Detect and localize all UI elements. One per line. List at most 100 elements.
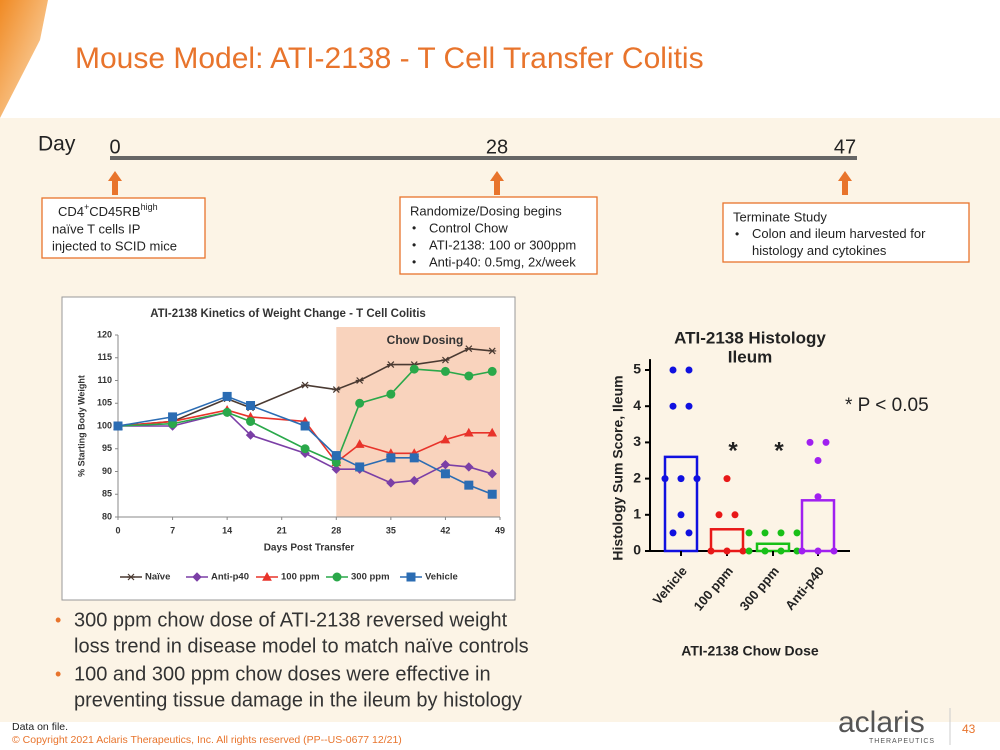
point [685,402,693,410]
marker [222,407,232,417]
marker [406,572,416,582]
series-line [117,409,493,464]
bullet-text: 300 ppm chow dose of ATI-2138 reversed w… [74,609,508,631]
day-label: 28 [486,136,508,158]
marker [113,421,123,431]
marker [440,434,451,444]
marker [332,386,341,394]
marker [463,427,474,437]
text-part: + [84,202,89,212]
text-part: CD4 [58,204,84,219]
point [669,402,677,410]
bullet-dot: • [55,664,61,684]
marker [300,421,310,431]
x-tick-label: 7 [170,525,175,535]
series-line [117,347,493,427]
shaded-label: Chow Dosing [387,333,464,347]
step-text: Anti-p40: 0.5mg, 2x/week [429,254,576,269]
significance: * [774,437,784,464]
text-part: histology and cytokines [752,243,887,258]
text-part: high [141,202,158,212]
legend-label: Vehicle [425,572,458,583]
marker [386,453,396,463]
note: * P < 0.05 [845,395,929,416]
marker [487,366,497,376]
x-tick-label: 21 [277,525,287,535]
page-number: 43 [962,722,976,736]
marker [409,453,419,463]
y-tick-label: 80 [102,511,112,521]
marker [488,347,497,355]
marker [262,571,272,581]
point [685,366,693,374]
marker [355,398,365,408]
marker [487,489,497,499]
marker [464,480,474,490]
marker [464,345,473,353]
y-tick-label: 90 [102,466,112,476]
point [739,547,747,555]
chart-title: Ileum [728,347,772,366]
bullet-dot: • [412,255,416,269]
day-label: 47 [834,136,856,158]
marker [222,391,232,401]
slide-title: Mouse Model: ATI-2138 - T Cell Transfer … [75,42,704,75]
x-tick-label: 28 [331,525,341,535]
marker [300,444,310,454]
marker [246,416,256,426]
y-tick-label: 100 [97,420,112,430]
x-axis-label: ATI-2138 Chow Dose [681,643,819,659]
point [777,529,785,537]
logo: aclaris [838,706,925,739]
point [707,547,715,555]
y-tick-label: 5 [633,361,641,377]
y-tick-label: 4 [633,397,641,413]
footer-note: Data on file. [12,721,68,733]
y-tick-label: 120 [97,329,112,339]
step-text: Terminate Study [733,209,827,224]
point [814,547,822,555]
bullet-text: 100 and 300 ppm chow doses were effectiv… [74,663,491,685]
point [731,511,739,519]
y-tick-label: 105 [97,398,112,408]
marker [409,475,419,486]
arrow [838,171,852,195]
marker [245,430,256,440]
x-axis-label: Days Post Transfer [264,543,355,554]
marker [192,572,202,582]
marker [386,361,395,368]
marker [354,439,365,448]
point [661,475,669,483]
step-box [399,196,598,275]
marker [301,381,310,389]
point [830,547,838,555]
x-tick-label: 14 [222,525,232,535]
step-text: injected to SCID mice [52,238,177,253]
step-text: naïve T cells IP [52,221,140,236]
y-tick-label: 85 [102,489,112,499]
point [806,438,814,446]
y-tick-label: 1 [633,506,641,522]
significance: * [728,437,738,464]
marker [127,573,135,581]
marker [440,469,450,479]
point [761,529,769,537]
bullet-dot: • [55,610,61,630]
step-text: CD4+CD45RBhigh [58,202,158,219]
step-text: Colon and ileum harvested for histology a… [752,226,926,258]
y-tick-label: 115 [97,352,112,362]
step-box [41,197,206,259]
y-tick-label: 110 [97,375,112,385]
x-tick-label: 35 [386,525,396,535]
marker [168,412,178,422]
marker [441,356,450,364]
legend-label: 100 ppm [281,572,320,583]
step-box [722,202,970,263]
step-text: Randomize/Dosing begins [410,203,562,218]
marker [409,364,419,374]
marker [487,469,497,479]
point [745,529,753,537]
text-part: CD45RB [89,204,140,219]
y-tick-label: 2 [633,469,641,485]
